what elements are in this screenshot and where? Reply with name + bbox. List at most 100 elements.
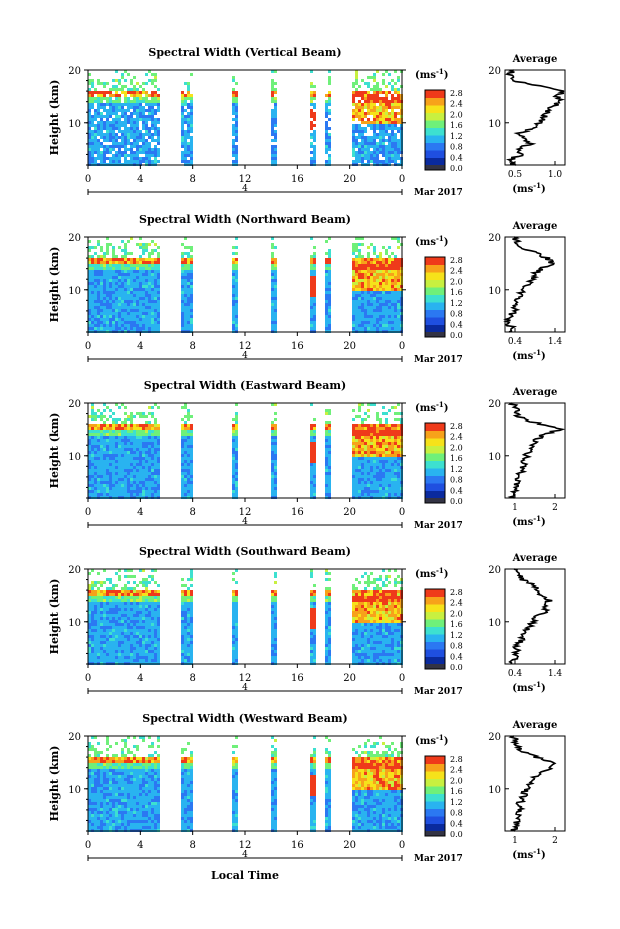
average-frame: [504, 402, 566, 499]
average-x-tick-label: 0.4: [508, 669, 523, 679]
x-tick-label: 12: [239, 673, 252, 684]
colorbar-tick-label: 2.8: [450, 588, 463, 597]
colorbar-swatch: [425, 423, 445, 431]
x-tick-label: 16: [291, 174, 304, 185]
x-tick-label: 16: [291, 673, 304, 684]
y-tick-label: 10: [68, 785, 81, 796]
average-y-tick-label: 10: [488, 452, 501, 463]
colorbar-swatch: [425, 475, 445, 484]
colorbar-tick-label: 1.2: [450, 798, 463, 807]
x-tick-label: 12: [239, 341, 252, 352]
colorbar-swatch: [425, 771, 445, 779]
colorbar-swatch: [425, 611, 445, 620]
colorbar-frame: [424, 256, 446, 338]
colorbar-tick-label: 0.4: [450, 486, 463, 495]
average-x-tick-label: 2: [552, 836, 558, 846]
colorbar-unit-label: (ms-1): [415, 566, 448, 580]
colorbar-swatch: [425, 634, 445, 642]
colorbar-swatch: [425, 641, 445, 650]
date-label: Mar 2017: [414, 854, 463, 864]
x-tick-label: 8: [189, 174, 195, 185]
average-unit-exponent: -1: [533, 514, 541, 523]
average-unit-exponent: -1: [533, 181, 541, 190]
average-x-tick-label: 0.5: [508, 170, 523, 180]
colorbar-tick-label: 0.0: [450, 331, 463, 340]
colorbar-swatch: [425, 430, 445, 439]
x-tick-label: 20: [343, 174, 356, 185]
colorbar-swatch: [425, 157, 445, 166]
colorbar: (ms-1)2.8 2.42.0 1.6 1.2 0.80.4 0.0: [415, 566, 463, 672]
colorbar-swatch: [425, 438, 445, 446]
average-profile-line: [508, 568, 553, 664]
y-tick-label: 10: [68, 119, 81, 130]
colorbar-swatch: [425, 604, 445, 612]
colorbar-tick-label: 1.2: [450, 299, 463, 308]
colorbar-tick-label: 0.0: [450, 164, 463, 173]
colorbar-unit-label: (ms-1): [415, 234, 448, 248]
colorbar-tick-label: 0.8: [450, 642, 463, 651]
colorbar-swatch: [425, 264, 445, 273]
colorbar-unit-close: ): [444, 237, 449, 248]
date-label: Mar 2017: [414, 355, 463, 365]
colorbar: (ms-1)2.8 2.42.0 1.6 1.2 0.80.4 0.0: [415, 234, 463, 340]
colorbar-unit-exponent: -1: [436, 234, 444, 243]
average-x-tick-label: 1.0: [548, 170, 563, 180]
x-tick-label: 20: [343, 673, 356, 684]
colorbar-swatch: [425, 150, 445, 158]
colorbar-swatch: [425, 468, 445, 476]
colorbar-swatch: [425, 309, 445, 318]
average-unit-exponent: -1: [533, 348, 541, 357]
y-tick-label: 10: [68, 452, 81, 463]
colorbar-unit-label: (ms-1): [415, 400, 448, 414]
average-x-tick-label: 1: [512, 836, 518, 846]
colorbar: (ms-1)2.8 2.42.0 1.6 1.2 0.80.4 0.0: [415, 400, 463, 506]
colorbar-swatch: [425, 317, 445, 325]
colorbar-tick-label: 1.2: [450, 465, 463, 474]
colorbar-swatch: [425, 127, 445, 136]
y-axis-label: Height (km): [48, 746, 61, 822]
y-axis-label: Height (km): [48, 80, 61, 156]
x-tick-label: 0: [399, 840, 405, 851]
y-tick-label: 20: [68, 732, 81, 743]
x-tick-label: 4: [137, 341, 143, 352]
colorbar-swatch: [425, 649, 445, 657]
average-y-tick-label: 20: [488, 399, 501, 410]
colorbar-swatch: [425, 302, 445, 310]
average-title: Average: [512, 221, 558, 232]
y-axis-label: Height (km): [48, 579, 61, 655]
colorbar-tick-label: 0.8: [450, 809, 463, 818]
colorbar-unit-label: (ms-1): [415, 67, 448, 81]
day-label: 4: [242, 351, 248, 361]
chart-panel-3: Spectral Width (Southward Beam) 20 10 Heigh…: [48, 545, 566, 697]
colorbar-tick-label: 1.6: [450, 288, 463, 297]
average-y-tick-label: 10: [488, 119, 501, 130]
average-x-tick-label: 1.4: [548, 337, 563, 347]
colorbar-tick-label: 1.2: [450, 631, 463, 640]
colorbar-swatch: [425, 272, 445, 280]
x-tick-label: 4: [137, 840, 143, 851]
x-tick-label: 8: [189, 840, 195, 851]
colorbar-swatch: [425, 483, 445, 491]
y-tick-label: 20: [68, 66, 81, 77]
colorbar-tick-label: 0.0: [450, 663, 463, 672]
average-unit-close: ): [541, 184, 546, 195]
average-profile-line: [507, 402, 566, 499]
x-tick-label: 12: [239, 174, 252, 185]
x-tick-label: 8: [189, 507, 195, 518]
average-title: Average: [512, 54, 558, 65]
heatmap-cells: [88, 569, 403, 665]
panel-title: Spectral Width (Vertical Beam): [148, 46, 341, 59]
x-axis-label: Local Time: [211, 869, 279, 882]
average-unit-exponent: -1: [533, 847, 541, 856]
x-tick-label: 0: [85, 673, 91, 684]
average-unit-exponent: -1: [533, 680, 541, 689]
colorbar-swatch: [425, 656, 445, 665]
colorbar-frame: [424, 755, 446, 837]
day-label: 4: [242, 850, 248, 860]
panel-title: Spectral Width (Northward Beam): [139, 213, 351, 226]
y-tick-label: 10: [68, 286, 81, 297]
colorbar-tick-label: 2.0: [450, 609, 463, 618]
colorbar-tick-label: 1.2: [450, 132, 463, 141]
average-frame: [504, 735, 566, 832]
chart-panel-1: Spectral Width (Northward Beam) 20 10 Heigh…: [48, 213, 566, 365]
